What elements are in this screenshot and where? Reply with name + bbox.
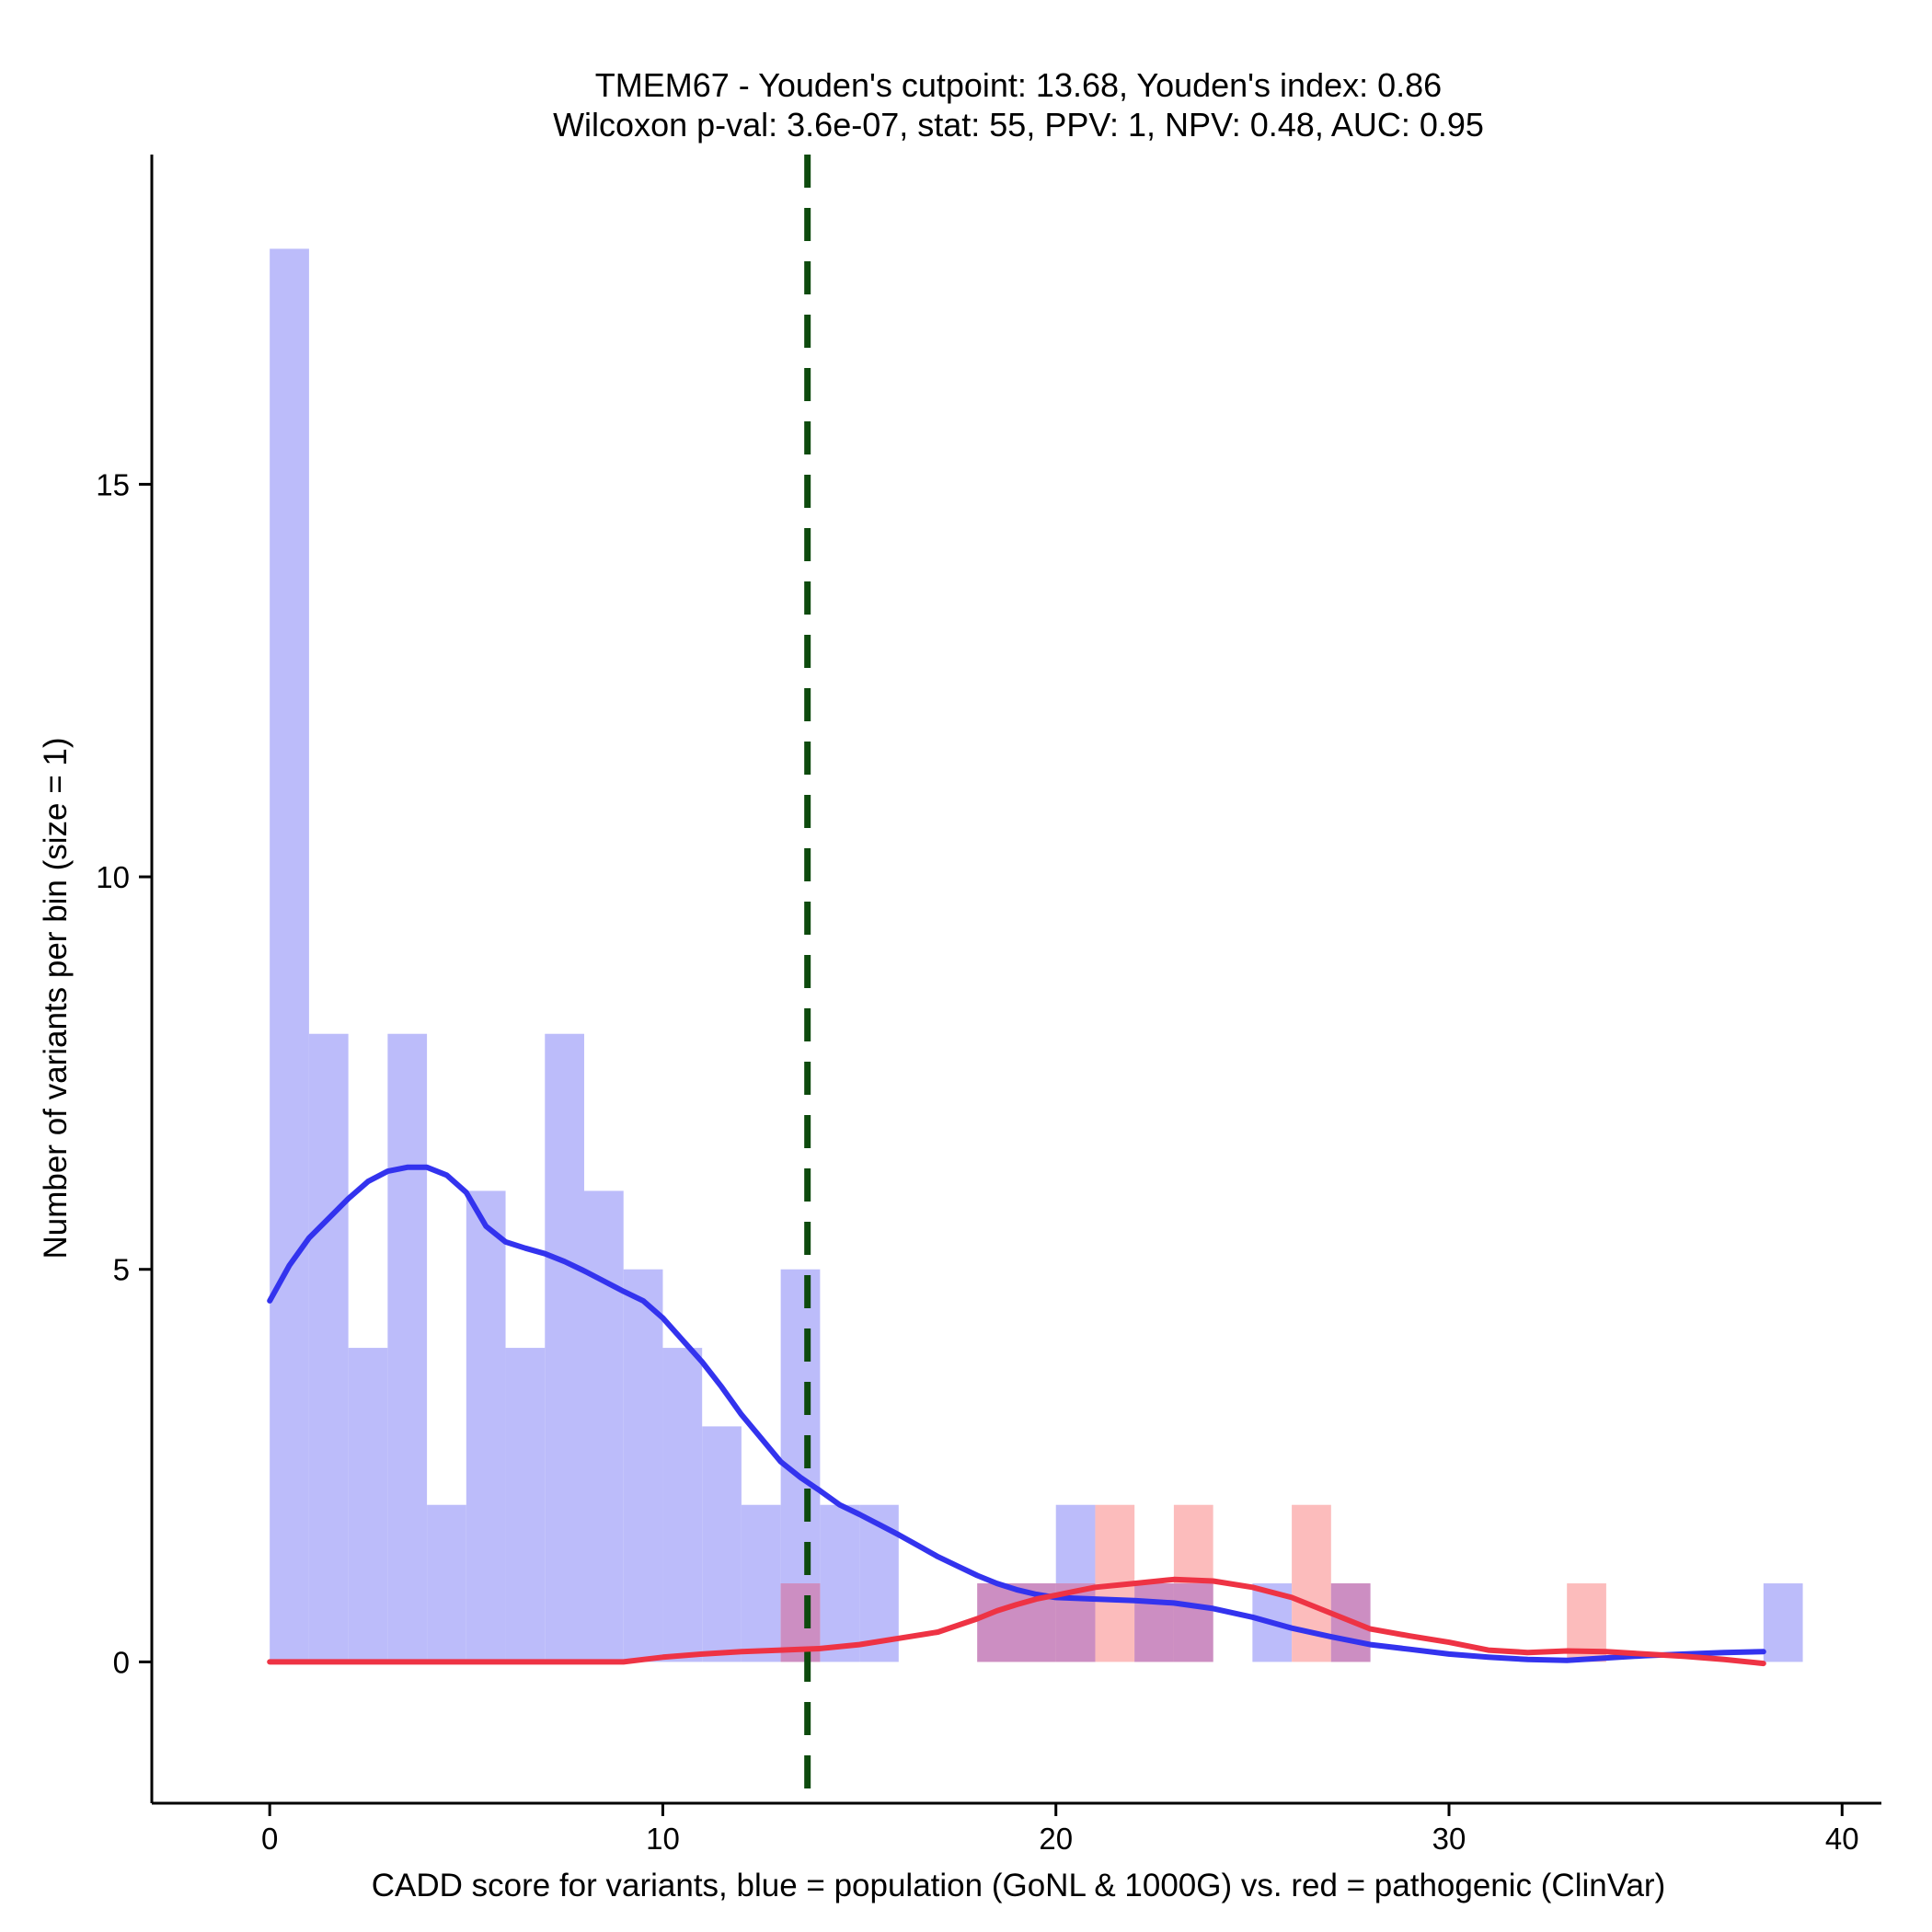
- y-axis-label: Number of variants per bin (size = 1): [38, 737, 74, 1259]
- overlap-bar: [977, 1583, 1017, 1662]
- population-bar: [427, 1504, 466, 1662]
- population-bar: [741, 1504, 781, 1662]
- x-axis-ticks: 0 10 20 30 40: [261, 1803, 1859, 1856]
- x-tick-label: 30: [1432, 1822, 1466, 1856]
- overlap-bar: [1134, 1583, 1174, 1662]
- x-tick-label: 40: [1825, 1822, 1859, 1856]
- population-bar: [545, 1033, 584, 1662]
- axes: [150, 155, 1881, 1805]
- x-tick-label: 10: [646, 1822, 680, 1856]
- y-tick-label: 0: [113, 1645, 130, 1679]
- pathogenic-bar: [1292, 1504, 1331, 1662]
- population-bar: [1763, 1583, 1803, 1662]
- population-bar: [584, 1190, 624, 1662]
- y-tick-label: 5: [113, 1253, 130, 1287]
- population-bar: [702, 1426, 742, 1662]
- population-bar: [387, 1033, 428, 1662]
- x-tick-label: 0: [261, 1822, 278, 1856]
- density-curves: [267, 1164, 1766, 1667]
- chart-title-line-1: TMEM67 - Youden's cutpoint: 13.68, Youde…: [595, 66, 1442, 104]
- x-axis-label: CADD score for variants, blue = populati…: [372, 1868, 1666, 1903]
- population-bar: [466, 1190, 506, 1662]
- overlap-bar: [1173, 1583, 1213, 1662]
- x-tick-label: 20: [1039, 1822, 1073, 1856]
- population-bar: [662, 1348, 703, 1662]
- y-tick-label: 10: [96, 860, 130, 894]
- y-axis-ticks: 0 5 10 15: [96, 467, 152, 1679]
- population-bar: [270, 248, 309, 1662]
- population-bar: [820, 1504, 860, 1662]
- population-bar: [348, 1348, 388, 1662]
- y-tick-label: 15: [96, 467, 130, 501]
- population-bar: [308, 1033, 349, 1662]
- population-bar: [623, 1269, 663, 1662]
- population-bar: [505, 1348, 546, 1662]
- population-density-curve: [267, 1164, 1766, 1663]
- histogram-bars: [270, 248, 1803, 1662]
- pathogenic-density-curve: [267, 1576, 1766, 1667]
- chart-title-line-2: Wilcoxon p-val: 3.6e-07, stat: 55, PPV: …: [553, 106, 1484, 144]
